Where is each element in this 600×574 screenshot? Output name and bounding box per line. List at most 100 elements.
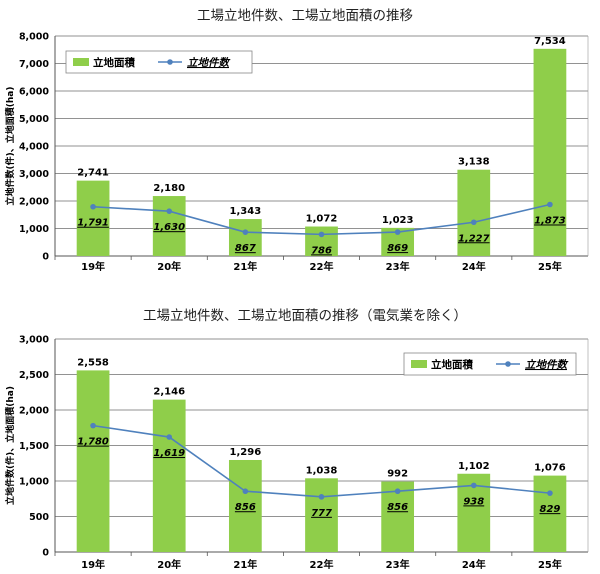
bar	[533, 48, 567, 256]
y-tick-label: 3,000	[19, 169, 49, 180]
legend-line-marker	[505, 361, 511, 367]
bar-data-label: 2,558	[77, 357, 109, 368]
line-data-label: 1,619	[153, 448, 185, 459]
x-tick-label: 22年	[310, 558, 334, 571]
x-tick-label: 24年	[462, 260, 486, 273]
line-point	[547, 201, 553, 208]
bar-data-label: 7,534	[534, 36, 566, 47]
bar-data-label: 2,180	[153, 183, 185, 194]
line-point	[394, 229, 401, 235]
bar	[152, 196, 186, 256]
y-tick-label: 5,000	[19, 114, 49, 125]
line-point	[90, 203, 96, 210]
y-tick-label: 500	[29, 512, 49, 523]
line-data-label: 777	[311, 508, 332, 519]
bar	[228, 219, 262, 256]
line-point	[394, 488, 401, 495]
line-data-label: 786	[311, 245, 332, 256]
x-tick-label: 21年	[233, 558, 257, 571]
y-tick-label: 2,000	[19, 406, 49, 417]
x-tick-label: 20年	[157, 558, 181, 571]
y-tick-label: 1,500	[19, 441, 49, 452]
line-data-label: 1,227	[458, 233, 490, 244]
line-data-label: 1,630	[153, 222, 185, 233]
line-point	[242, 229, 249, 235]
x-tick-label: 20年	[157, 260, 181, 273]
chart-title: 工場立地件数、工場立地面積の推移（電気業を除く）	[143, 308, 467, 324]
bar	[76, 370, 110, 552]
line-data-label: 856	[387, 502, 408, 513]
line-point	[547, 490, 553, 496]
line-point	[242, 488, 249, 495]
bar-data-label: 2,146	[153, 387, 185, 398]
line-point	[470, 219, 477, 226]
x-tick-label: 21年	[233, 260, 257, 273]
line-data-label: 829	[539, 504, 560, 515]
bar	[228, 459, 262, 552]
line-data-label: 856	[235, 502, 256, 513]
bar-data-label: 1,296	[230, 447, 262, 458]
chart-svg: 工場立地件数、工場立地面積の推移 0 1,000 2,000 3,000 4,000 5,0…	[4, 8, 589, 273]
x-tick-label: 25年	[538, 260, 562, 273]
y-tick-label: 2,500	[19, 370, 49, 381]
y-tick-label: 3,000	[19, 335, 49, 346]
bar	[457, 169, 491, 256]
line-data-label: 1,791	[77, 218, 109, 229]
line-data-label: 1,780	[77, 437, 109, 448]
line-point	[318, 231, 325, 238]
legend-box	[403, 352, 577, 376]
line-point	[318, 494, 325, 500]
y-tick-label: 2,000	[19, 197, 49, 208]
y-tick-label: 1,000	[19, 477, 49, 488]
x-tick-label: 19年	[81, 260, 105, 273]
bar-data-label: 1,102	[458, 461, 490, 472]
bar	[305, 478, 338, 552]
bar	[533, 475, 567, 552]
line-data-label: 867	[235, 243, 256, 254]
legend-line-label: 立地件数	[187, 56, 230, 69]
bar-data-label: 1,343	[230, 206, 262, 217]
bar	[152, 399, 186, 552]
chart-title: 工場立地件数、工場立地面積の推移	[197, 8, 413, 24]
line-data-label: 938	[463, 496, 484, 507]
legend-bar-swatch	[411, 360, 427, 368]
y-tick-label: 8,000	[19, 32, 49, 43]
bar	[76, 180, 110, 256]
line-point	[166, 434, 173, 440]
y-axis-label: 立地件数(件)、立地面積(ha)	[4, 386, 16, 505]
y-tick-label: 1,000	[19, 224, 49, 235]
legend-bar-label: 立地面積	[93, 56, 135, 69]
x-tick-label: 23年	[386, 260, 410, 273]
chart-total: 工場立地件数、工場立地面積の推移 0 1,000 2,000 3,000 4,000 5,0…	[4, 8, 589, 273]
bar-data-label: 3,138	[458, 157, 490, 168]
x-tick-label: 23年	[386, 558, 410, 571]
line-data-label: 1,873	[534, 215, 566, 226]
x-tick-label: 25年	[538, 558, 562, 571]
bar-data-label: 1,038	[306, 465, 338, 476]
legend-bar-swatch	[73, 58, 89, 66]
y-tick-label: 0	[42, 252, 49, 263]
y-axis-label: 立地件数(件)、立地面積(ha)	[4, 87, 16, 206]
x-tick-label: 19年	[81, 558, 105, 571]
x-tick-label: 22年	[310, 260, 334, 273]
bar-data-label: 2,741	[77, 168, 109, 179]
bar	[305, 226, 338, 256]
chart-excluding-electric: 工場立地件数、工場立地面積の推移（電気業を除く） 0 500 1,000 1,500 2,…	[0, 300, 600, 574]
y-tick-label: 7,000	[19, 59, 49, 70]
y-tick-label: 6,000	[19, 87, 49, 98]
y-tick-label: 0	[42, 548, 49, 559]
bar-data-label: 1,072	[306, 214, 338, 225]
bar-data-label: 1,023	[382, 215, 414, 226]
bar-data-label: 1,076	[534, 463, 566, 474]
line-data-label: 869	[387, 243, 408, 254]
legend-line-label: 立地件数	[525, 358, 568, 371]
line-point	[90, 422, 96, 429]
legend-bar-label: 立地面積	[431, 358, 473, 371]
y-tick-label: 4,000	[19, 142, 49, 153]
x-tick-label: 24年	[462, 558, 486, 571]
chart-svg: 工場立地件数、工場立地面積の推移（電気業を除く） 0 500 1,000 1,500 2,…	[4, 308, 589, 571]
bar-data-label: 992	[387, 469, 408, 480]
legend-line-marker	[167, 59, 173, 65]
line-point	[166, 208, 173, 214]
line-point	[470, 482, 477, 489]
